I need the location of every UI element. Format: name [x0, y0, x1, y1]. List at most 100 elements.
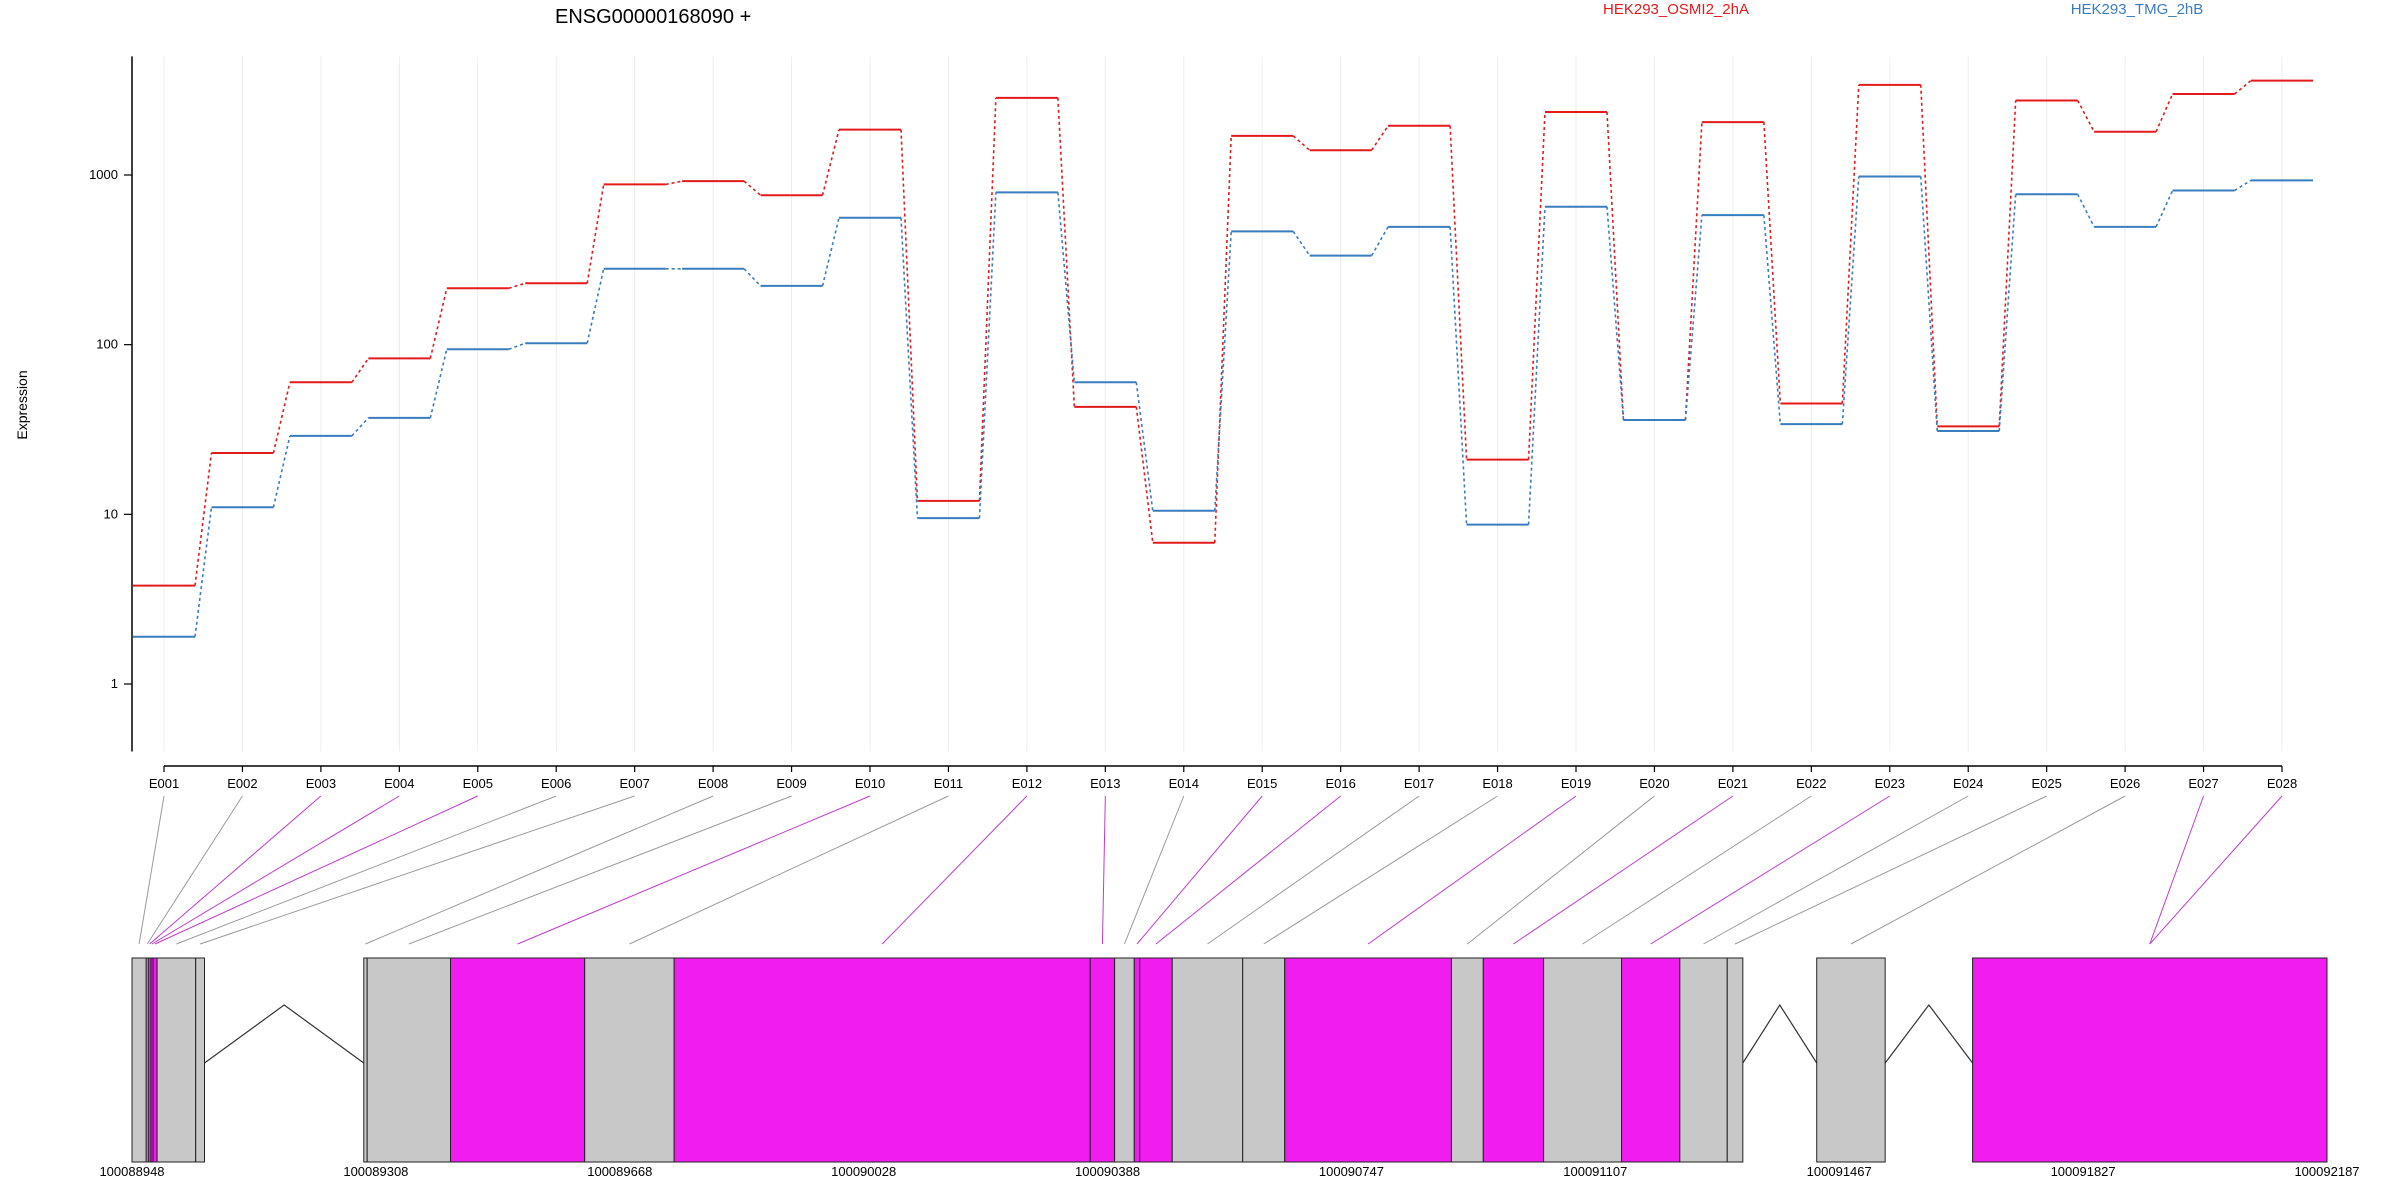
transition-line: [2076, 193, 2095, 228]
transition-line: [1370, 226, 1389, 256]
transition-line: [1213, 135, 1233, 543]
transition-line: [1841, 84, 1860, 404]
x-tick-label: E018: [1482, 776, 1512, 791]
intron-line: [204, 1004, 365, 1064]
transition-line: [978, 97, 997, 501]
genomic-coordinate-label: 100090028: [831, 1164, 896, 1179]
exon-block: [363, 957, 368, 1163]
genomic-coordinate-label: 100090747: [1319, 1164, 1384, 1179]
exon-block: [1816, 957, 1886, 1163]
exon-connector: [2149, 795, 2283, 945]
transition-line: [821, 129, 840, 196]
vertical-gridlines: [163, 56, 2283, 752]
exon-block: [584, 957, 675, 1163]
exon-connector: [881, 795, 1028, 945]
exon-connector: [1123, 795, 1185, 945]
transition-line: [1371, 125, 1389, 151]
transition-line: [1919, 84, 1939, 427]
text-layer: ENSG00000168090 + HEK293_OSMI2_2hA HEK29…: [14, 1, 2203, 440]
y-axis-label: Expression: [14, 370, 30, 439]
x-tick-label: E019: [1561, 776, 1591, 791]
exon-connector: [1513, 795, 1734, 945]
transition-line: [1841, 176, 1860, 425]
exon-connector: [1850, 795, 2126, 945]
exon-block: [152, 957, 158, 1163]
exon-block: [1726, 957, 1744, 1163]
x-tick-label: E023: [1875, 776, 1905, 791]
x-tick-label: E004: [384, 776, 414, 791]
x-tick-label: E022: [1796, 776, 1826, 791]
exon-block: [1450, 957, 1484, 1163]
transition-line: [272, 435, 291, 508]
transition-line: [743, 180, 762, 196]
exon-block: [1171, 957, 1244, 1163]
transition-line: [743, 268, 762, 287]
transition-line: [1919, 176, 1939, 432]
transition-line: [2076, 100, 2095, 133]
transition-line: [900, 217, 919, 519]
exon-block: [366, 957, 452, 1163]
x-tick-label: E015: [1247, 776, 1277, 791]
transition-line: [272, 382, 291, 454]
exon-connector: [1703, 795, 1969, 945]
exon-block: [1972, 957, 2328, 1163]
transition-line: [429, 349, 448, 419]
exon-connector: [1207, 795, 1420, 945]
exon-block: [131, 957, 147, 1163]
exon-connector: [2149, 795, 2205, 945]
x-tick-label: E007: [619, 776, 649, 791]
x-tick-label: E027: [2188, 776, 2218, 791]
exon-connector: [1582, 795, 1812, 945]
x-tick-label: E001: [149, 776, 179, 791]
intron-line: [1742, 1003, 1818, 1064]
exon-connector: [517, 795, 871, 945]
genomic-coordinate-label: 100092187: [2294, 1164, 2359, 1179]
genomic-coordinate-label: 100091827: [2051, 1164, 2116, 1179]
x-tick-label: E008: [698, 776, 728, 791]
transition-line: [586, 268, 605, 344]
transition-line: [2155, 93, 2174, 133]
exon-connector: [1263, 795, 1498, 945]
transition-line: [1684, 122, 1703, 420]
exon-connector: [1734, 795, 2047, 945]
transition-line: [351, 357, 369, 383]
transition-line: [1527, 206, 1546, 525]
transition-line: [508, 342, 526, 350]
transition-line: [2155, 190, 2174, 228]
transition-line: [194, 452, 213, 586]
exon-block: [1482, 957, 1545, 1163]
transition-line: [1135, 406, 1154, 543]
transition-line: [1057, 192, 1076, 383]
exon-block: [195, 957, 206, 1163]
exon-block: [1114, 957, 1135, 1163]
transition-line: [665, 180, 683, 186]
gene-model: 100088948 100089308 100089668 100090028 1000…: [99, 957, 2360, 1179]
x-tick-label: E017: [1404, 776, 1434, 791]
x-tick-label: E005: [463, 776, 493, 791]
exon-block: [1242, 957, 1286, 1163]
transition-line: [1135, 382, 1154, 511]
genomic-coordinate-label: 100090388: [1075, 1164, 1140, 1179]
exon-block: [1089, 957, 1116, 1163]
transition-line: [194, 507, 213, 637]
genomic-coordinate-label: 100089308: [343, 1164, 408, 1179]
y-tick-label: 10: [104, 506, 118, 521]
y-tick-label: 1: [111, 676, 118, 691]
exon-connector: [629, 795, 949, 945]
exon-block: [1139, 957, 1173, 1163]
exon-block: [1543, 957, 1623, 1163]
transition-line: [1292, 230, 1311, 257]
exon-connector: [138, 795, 165, 945]
genomic-coordinate-label: 100091467: [1807, 1164, 1872, 1179]
chart-title: ENSG00000168090 +: [555, 6, 751, 28]
transition-line: [429, 288, 448, 359]
exon-connector: [1101, 795, 1106, 945]
x-tick-label: E025: [2031, 776, 2061, 791]
exon-connector: [1467, 795, 1655, 945]
axes-layer: 1 10 100 1000 E001 E002 E003 E004 E005 E006 E007 E0…: [89, 56, 2297, 791]
exon-connector: [151, 795, 400, 945]
exon-block: [673, 957, 1091, 1163]
exon-block: [1284, 957, 1452, 1163]
exon-block: [1621, 957, 1681, 1163]
